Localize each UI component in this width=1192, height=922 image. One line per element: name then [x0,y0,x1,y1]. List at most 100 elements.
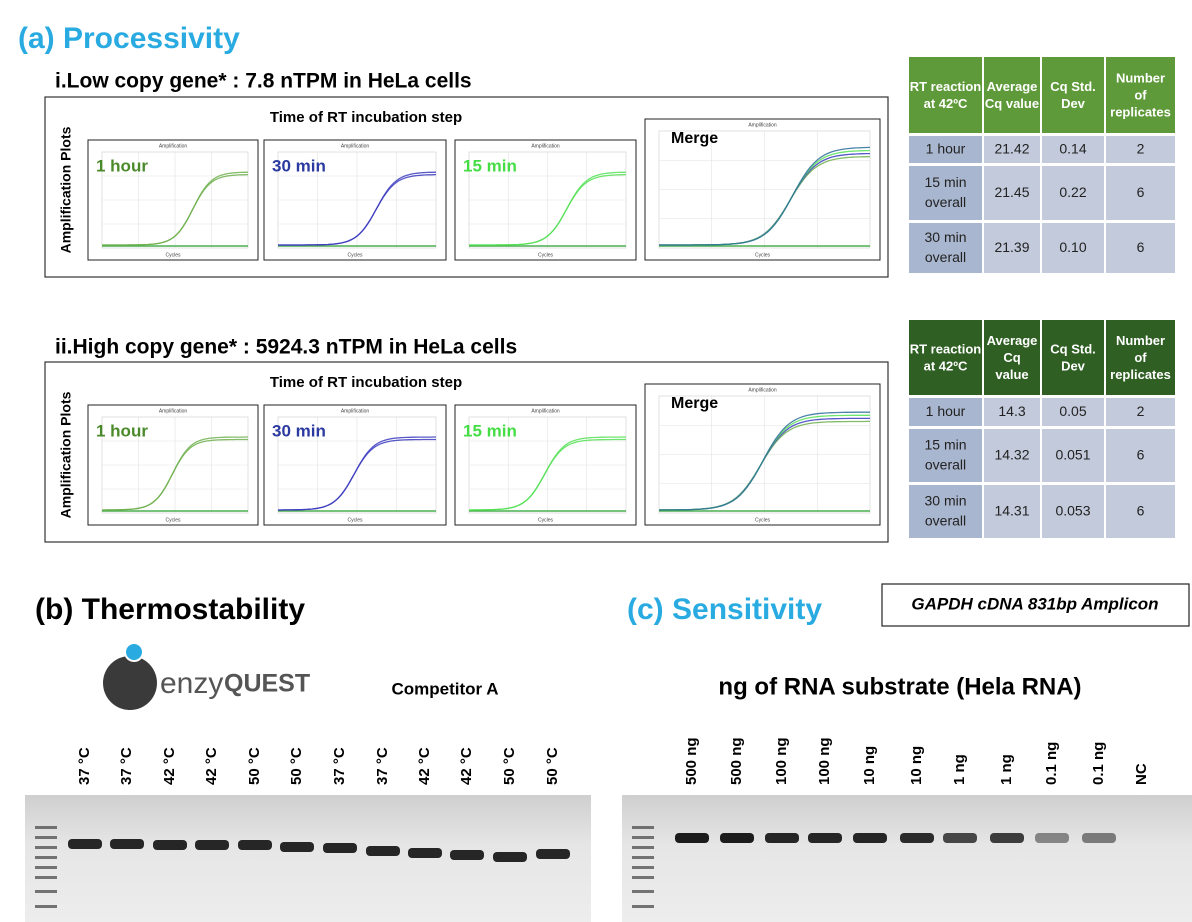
table-text: overall [925,457,966,473]
table-header-text: value [995,367,1028,382]
table-text: overall [925,194,966,210]
section-title: (a) Processivity [18,22,240,55]
table-cell [909,485,982,538]
table-text: 21.39 [994,239,1029,255]
gel-band [450,850,484,860]
table-text: 0.051 [1055,447,1090,463]
plot-title: Amplification [748,122,777,128]
lane-label: 1 ng [998,754,1015,785]
ladder-band [35,846,57,849]
table-header-text: of [1134,87,1147,102]
table-header-cell [1106,320,1175,395]
table-header-cell [984,320,1040,395]
lane-label: 100 ng [816,737,833,785]
logo-mark [103,656,157,710]
table-cell [1042,398,1104,426]
table-cell [1106,166,1175,220]
plot-label: Merge [671,395,718,412]
lane-label: 100 ng [773,737,790,785]
panel-subtitle: Time of RT incubation step [270,109,462,126]
amplification-curve [102,171,249,246]
lane-label: 50 °C [544,747,561,785]
table-text: 14.3 [998,403,1025,419]
table-text: 0.22 [1059,184,1086,200]
amplification-curve [102,436,248,511]
table-header-cell [1106,57,1175,133]
lane-label: NC [1133,763,1150,785]
table-header-text: Cq Std. [1050,341,1096,356]
table-cell [909,223,982,273]
table-cell [1106,398,1175,426]
table-text: 1 hour [926,403,966,419]
ladder-band [632,826,654,829]
table-text: 0.053 [1055,503,1090,519]
table-header-text: replicates [1110,367,1171,382]
table-text: 0.05 [1059,403,1086,419]
ladder-band [35,826,57,829]
section-title: (c) Sensitivity [627,593,822,626]
table-cell [1106,429,1175,482]
ladder-band [632,866,654,869]
table-header-cell [1042,57,1104,133]
table-cell [1042,223,1104,273]
lane-label: 0.1 ng [1043,742,1060,785]
gel-band [808,833,842,843]
ladder-band [35,890,57,893]
gel-band [68,839,102,849]
lane-label: 37 °C [374,747,391,785]
table-text: 1 hour [926,141,966,157]
ladder-band [632,836,654,839]
y-axis-label: Amplification Plots [58,391,74,518]
plot-title: Amplification [531,408,560,414]
gel-band [853,833,887,843]
gel-band [765,833,799,843]
amplification-curve [469,171,627,246]
gel [622,795,1192,922]
amplification-curve [469,436,626,511]
plot-label: 30 min [272,421,326,440]
ladder-band [35,905,57,908]
x-axis-label: Cycles [538,517,554,523]
gel-band [366,846,400,856]
amplicon-label: GAPDH cDNA 831bp Amplicon [911,594,1158,613]
logo-text: QUEST [224,670,310,698]
gel-band [195,840,229,850]
table-text: 6 [1137,447,1145,463]
table-header-text: Number [1116,333,1165,348]
table-cell [1042,429,1104,482]
table-cell [984,485,1040,538]
ladder-band [632,856,654,859]
amplicon-box [881,583,1190,627]
ladder-band [632,876,654,879]
logo-dot [124,642,144,662]
table-text: 0.14 [1059,141,1086,157]
panel-subtitle: Time of RT incubation step [270,374,462,391]
plot-label: 15 min [463,421,517,440]
gel-band [110,839,144,849]
lane-label: 37 °C [76,747,93,785]
plot-label: 15 min [463,156,517,175]
lane-label: 10 ng [861,746,878,785]
table-header-cell [909,57,982,133]
gel-band [1035,833,1069,843]
table-header-text: Number [1116,70,1165,85]
plot-title: Amplification [159,408,188,414]
table-cell [1042,136,1104,163]
lane-label: 42 °C [203,747,220,785]
gel-band [493,852,527,862]
table-header-text: Dev [1061,358,1086,373]
table-cell [1106,136,1175,163]
table-text: overall [925,249,966,265]
gel-band [153,840,187,850]
ladder-band [35,876,57,879]
table-text: 21.45 [994,184,1029,200]
table-text: overall [925,513,966,529]
table-text: 0.10 [1059,239,1086,255]
lane-label: 0.1 ng [1090,742,1107,785]
lane-label: 50 °C [246,747,263,785]
axis-label: ng of RNA substrate (Hela RNA) [718,673,1081,700]
plot-label: Merge [671,130,718,147]
gel-band [280,842,314,852]
gel-band [720,833,754,843]
x-axis-label: Cycles [755,517,771,523]
